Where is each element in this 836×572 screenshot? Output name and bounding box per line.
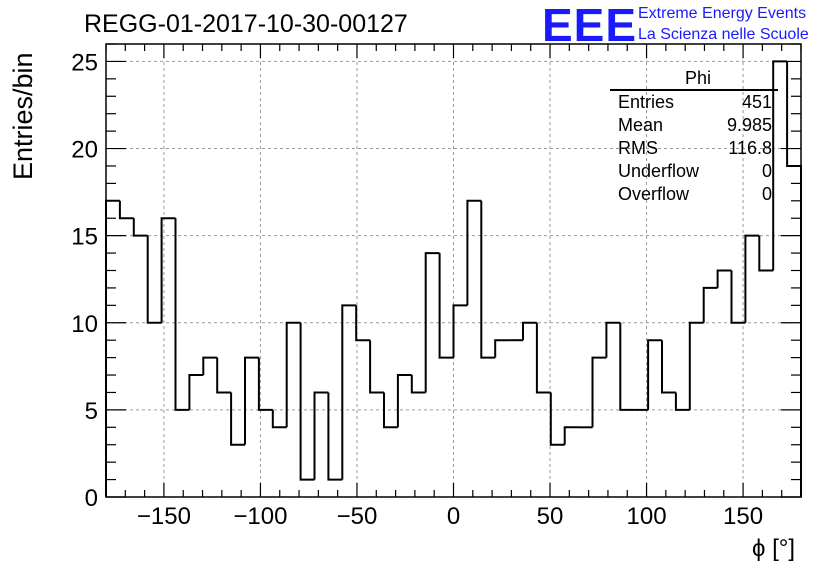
stats-title: Phi	[610, 68, 778, 91]
histogram-bin	[424, 252, 440, 393]
y-tick-label: 10	[71, 311, 98, 338]
histogram-bin	[410, 375, 426, 394]
histogram-bin	[661, 340, 676, 394]
histogram-bin	[257, 357, 273, 411]
histogram-bin	[758, 235, 774, 272]
stats-label: Entries	[618, 92, 675, 112]
histogram-bin	[619, 322, 635, 411]
stats-label: RMS	[618, 138, 658, 158]
y-tick-label: 20	[71, 137, 98, 164]
histogram-bin	[730, 270, 746, 324]
histogram-bin	[744, 234, 760, 323]
histogram-bin	[396, 374, 412, 428]
x-tick-label: 0	[447, 503, 460, 530]
histogram-bin	[202, 356, 218, 376]
stats-value: 9.985	[726, 115, 772, 135]
histogram-bin	[786, 61, 802, 497]
stats-row-underflow: Underflow 0	[610, 160, 778, 183]
eee-logo: EEE	[542, 0, 638, 51]
histogram-bin	[271, 409, 287, 429]
stats-value: 0	[761, 184, 772, 204]
histogram-bin	[160, 217, 176, 323]
stats-row-overflow: Overflow 0	[610, 183, 778, 206]
histogram-bin	[285, 321, 301, 428]
logo-line-2: La Scienza nelle Scuole	[638, 26, 809, 43]
stats-row-rms: RMS 116.8	[610, 137, 778, 160]
y-tick-label: 0	[85, 485, 98, 512]
x-tick-label: 100	[627, 503, 667, 530]
histogram-bin	[327, 392, 343, 481]
logo-line-1: Extreme Energy Events	[638, 5, 807, 22]
x-tick-label: −150	[137, 503, 191, 530]
stats-box: Phi Entries 451 Mean 9.985 RMS 116.8 Und…	[610, 68, 778, 206]
x-tick-label: −100	[233, 503, 287, 530]
histogram-bin	[438, 253, 454, 359]
histogram-bin	[549, 392, 565, 446]
histogram-bin	[299, 322, 315, 481]
stats-value: 451	[741, 92, 772, 112]
histogram-bin	[188, 374, 204, 410]
histogram-bin	[341, 304, 357, 480]
y-tick-label: 25	[71, 49, 98, 76]
y-tick-label: 5	[85, 398, 98, 425]
histogram-bin	[674, 392, 690, 411]
histogram-bin	[647, 339, 662, 410]
histogram-bin	[605, 321, 621, 358]
histogram-bin	[466, 199, 482, 306]
histogram-bin	[174, 218, 190, 411]
stats-label: Mean	[618, 115, 664, 135]
histogram-bin	[216, 357, 232, 394]
histogram-bin	[383, 392, 398, 429]
stats-value: 0	[761, 161, 772, 181]
stats-row-mean: Mean 9.985	[610, 114, 778, 137]
x-tick-label: −50	[337, 503, 378, 530]
histogram-bin	[702, 286, 718, 323]
histogram-bin	[563, 426, 579, 445]
y-tick-label: 15	[71, 224, 98, 251]
histogram-bin	[230, 392, 245, 446]
x-axis-label: ϕ [°]	[752, 535, 796, 562]
histogram-bin	[369, 340, 384, 394]
histogram-bin	[105, 199, 120, 497]
histogram-bin	[452, 304, 468, 358]
histogram-bin	[355, 305, 371, 342]
stats-label: Overflow	[618, 184, 690, 204]
histogram-bin	[480, 200, 496, 359]
histogram-bin	[146, 235, 162, 324]
histogram-bin	[688, 321, 704, 410]
histogram-bin	[494, 339, 510, 358]
y-axis-label: Entries/bin	[8, 52, 38, 180]
chart-title: REGG-01-2017-10-30-00127	[84, 10, 408, 38]
histogram-bin	[132, 218, 148, 237]
x-tick-label: 150	[723, 503, 763, 530]
stats-row-entries: Entries 451	[610, 91, 778, 114]
x-tick-label: 50	[537, 503, 564, 530]
stats-label: Underflow	[618, 161, 700, 181]
stats-value: 116.8	[728, 138, 772, 158]
histogram-bin	[244, 356, 259, 445]
histogram-bin	[591, 356, 607, 428]
histogram-bin	[716, 269, 732, 288]
histogram-bin	[313, 391, 329, 480]
histogram-bin	[118, 200, 134, 220]
histogram-bin	[535, 322, 551, 394]
histogram-bin	[522, 321, 537, 341]
